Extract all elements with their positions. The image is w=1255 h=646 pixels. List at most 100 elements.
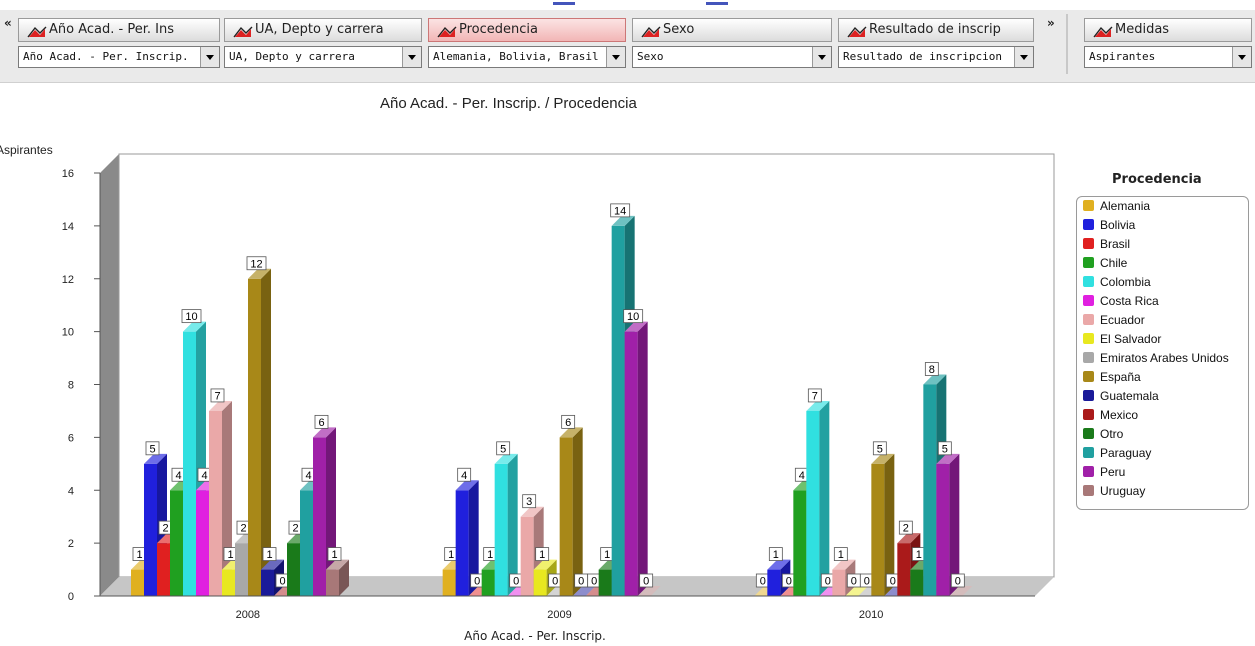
bar: 2	[235, 520, 258, 596]
measures-select[interactable]: Aspirantes	[1084, 46, 1252, 68]
bar-side	[884, 453, 895, 596]
bar-top	[949, 586, 973, 596]
chevron-down-icon[interactable]	[1014, 47, 1033, 67]
bar-front	[624, 331, 638, 596]
bar: 1	[598, 547, 622, 596]
dimension-header-sexo[interactable]: Sexo	[632, 18, 832, 42]
bar-top	[572, 586, 596, 596]
data-label: 2	[292, 523, 298, 535]
data-label: 10	[627, 311, 639, 323]
bar-side	[196, 321, 206, 596]
legend-item: Chile	[1083, 256, 1128, 270]
legend-swatch	[1083, 466, 1094, 477]
data-label-box	[301, 467, 316, 482]
bar-front	[196, 490, 209, 596]
dimension-icon	[437, 24, 457, 41]
bar-top	[455, 480, 479, 491]
bar-side	[624, 215, 635, 596]
bar-top	[546, 586, 570, 596]
data-label-box	[132, 547, 147, 561]
legend-label: Paraguay	[1100, 446, 1151, 460]
bar-top	[520, 506, 544, 517]
legend-label: Ecuador	[1100, 313, 1145, 327]
bar-top	[157, 533, 180, 544]
left-wall	[100, 154, 119, 596]
bar-front	[157, 543, 170, 596]
legend-label: Peru	[1100, 465, 1125, 479]
legend-swatch	[1083, 390, 1094, 401]
bar-top	[131, 559, 154, 570]
dimension-header-label: UA, Depto y carrera	[255, 22, 384, 37]
data-label: 0	[786, 576, 792, 588]
legend-item: España	[1083, 370, 1141, 384]
dimension-header-ua-depto[interactable]: UA, Depto y carrera	[224, 18, 422, 42]
bar-top	[287, 533, 310, 544]
data-label-box	[950, 573, 965, 588]
dimension-icon	[641, 24, 661, 41]
data-label: 4	[175, 470, 181, 482]
data-label-box	[314, 414, 329, 429]
bar-top	[637, 586, 661, 596]
dimension-header-procedencia[interactable]: Procedencia	[428, 18, 626, 42]
bar-side	[845, 559, 856, 596]
data-label-box	[600, 547, 615, 561]
dimension-header-label: Resultado de inscrip	[869, 22, 1001, 37]
chevron-down-icon[interactable]	[606, 47, 625, 67]
bar-front	[235, 543, 248, 596]
data-label: 0	[591, 576, 597, 588]
dimension-select-ua-depto[interactable]: UA, Depto y carrera	[224, 46, 422, 68]
measures-header[interactable]: Medidas	[1084, 18, 1252, 42]
data-label-box	[859, 573, 874, 588]
dimension-select-value: Alemania, Bolivia, Brasil	[433, 50, 599, 63]
chevron-down-icon[interactable]	[200, 47, 219, 67]
bar-top	[442, 559, 466, 570]
bar-side	[533, 506, 544, 596]
scroll-left-button[interactable]: «	[4, 16, 12, 30]
legend-swatch	[1083, 352, 1094, 363]
bar-front	[442, 569, 456, 596]
dimension-select-procedencia[interactable]: Alemania, Bolivia, Brasil	[428, 46, 626, 68]
data-label-box	[509, 573, 524, 588]
bar-side	[235, 559, 245, 596]
bar: 2	[287, 520, 310, 596]
data-label-box	[275, 573, 290, 588]
data-label: 1	[773, 549, 779, 561]
data-label-box	[794, 467, 809, 482]
bar-top	[910, 559, 934, 570]
legend-label: España	[1100, 370, 1141, 384]
dimension-select-resultado[interactable]: Resultado de inscripcion	[838, 46, 1034, 68]
legend-swatch	[1083, 314, 1094, 325]
bar: 1	[767, 547, 791, 596]
dimension-select-ano-acad[interactable]: Año Acad. - Per. Inscrip.	[18, 46, 220, 68]
bar: 1	[326, 547, 349, 596]
chevron-down-icon[interactable]	[812, 47, 831, 67]
bar: 0	[468, 573, 492, 596]
legend-label: Emiratos Arabes Unidos	[1100, 351, 1229, 365]
bar-top	[858, 586, 882, 596]
y-tick-label: 0	[68, 591, 74, 603]
data-label: 4	[799, 470, 805, 482]
bar-top	[533, 559, 557, 570]
y-tick-label: 14	[62, 221, 74, 233]
chevron-down-icon[interactable]	[1232, 47, 1251, 67]
bar-side	[170, 533, 180, 596]
bar: 2	[157, 520, 180, 596]
legend-item: Bolivia	[1083, 218, 1136, 232]
data-label-box	[872, 441, 887, 456]
data-label-box	[197, 467, 212, 482]
data-label-box	[288, 520, 303, 535]
bar: 6	[313, 414, 336, 596]
bar-front	[313, 437, 326, 596]
dimension-header-ano-acad[interactable]: Año Acad. - Per. Ins	[18, 18, 220, 42]
bar-side	[936, 374, 947, 596]
legend-label: Guatemala	[1100, 389, 1159, 403]
dimension-header-resultado[interactable]: Resultado de inscrip	[838, 18, 1034, 42]
bar: 0	[949, 573, 973, 596]
bar-front	[131, 569, 144, 596]
data-label-box	[833, 547, 848, 561]
dimension-select-sexo[interactable]: Sexo	[632, 46, 832, 68]
chevron-down-icon[interactable]	[402, 47, 421, 67]
measures-select-value: Aspirantes	[1089, 50, 1156, 63]
scroll-right-button[interactable]: »	[1047, 16, 1055, 30]
